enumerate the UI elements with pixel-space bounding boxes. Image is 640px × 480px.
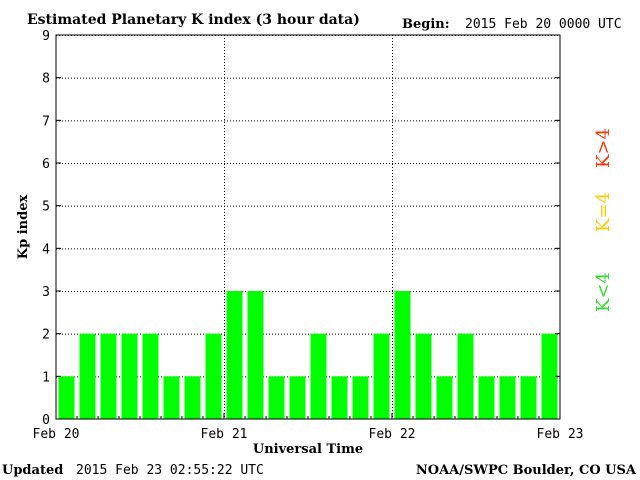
- y-tick-label: 0: [42, 413, 50, 428]
- y-axis-label: Kp index: [16, 195, 31, 260]
- kp-bar: [100, 333, 117, 419]
- kp-bar: [226, 291, 243, 419]
- kp-bar: [394, 291, 411, 419]
- y-tick-label: 4: [42, 242, 50, 257]
- begin-label: Begin:: [402, 17, 450, 32]
- x-axis-label: Universal Time: [253, 442, 363, 457]
- x-tick-label: Feb 20: [33, 427, 80, 442]
- kp-bar: [331, 376, 348, 419]
- chart-title: Estimated Planetary K index (3 hour data…: [27, 12, 360, 28]
- updated-label: Updated: [2, 463, 63, 478]
- y-tick-label: 8: [42, 72, 50, 87]
- kp-bar: [352, 376, 369, 419]
- kp-bar: [79, 333, 96, 419]
- y-tick-label: 3: [42, 285, 50, 300]
- credit: NOAA/SWPC Boulder, CO USA: [416, 463, 637, 478]
- kp-bar: [205, 333, 222, 419]
- begin-value: 2015 Feb 20 0000 UTC: [465, 17, 622, 32]
- kp-bar: [478, 376, 495, 419]
- bars: [58, 291, 558, 419]
- x-tick-label: Feb 21: [201, 427, 248, 442]
- kp-bar: [436, 376, 453, 419]
- y-tick-label: 7: [42, 114, 50, 129]
- kp-bar: [520, 376, 537, 419]
- kp-bar: [310, 333, 327, 419]
- kp-bar: [163, 376, 180, 419]
- y-tick-label: 2: [42, 328, 50, 343]
- x-tick-label: Feb 23: [537, 427, 584, 442]
- kp-bar: [268, 376, 285, 419]
- y-tick-label: 6: [42, 157, 50, 172]
- kp-bar: [373, 333, 390, 419]
- kp-bar: [457, 333, 474, 419]
- kp-bar: [499, 376, 516, 419]
- kp-bar: [289, 376, 306, 419]
- legend: K<4 K=4 K>4: [593, 128, 614, 312]
- kp-bar: [415, 333, 432, 419]
- legend-item: K=4: [593, 192, 614, 232]
- kp-bar: [121, 333, 138, 419]
- y-tick-labels: 0 1 2 3 4 5 6 7 8 9: [42, 29, 560, 428]
- y-tick-label: 9: [42, 29, 50, 44]
- kp-bar: [247, 291, 264, 419]
- x-tick-labels: Feb 20 Feb 21 Feb 22 Feb 23: [33, 413, 584, 442]
- kp-bar: [58, 376, 75, 419]
- y-tick-label: 1: [42, 370, 50, 385]
- kp-bar: [541, 333, 558, 419]
- kp-bar: [184, 376, 201, 419]
- legend-item: K<4: [593, 272, 614, 312]
- legend-item: K>4: [593, 128, 614, 168]
- x-tick-label: Feb 22: [369, 427, 416, 442]
- y-tick-label: 5: [42, 200, 50, 215]
- kp-bar: [142, 333, 159, 419]
- updated-value: 2015 Feb 23 02:55:22 UTC: [76, 463, 264, 478]
